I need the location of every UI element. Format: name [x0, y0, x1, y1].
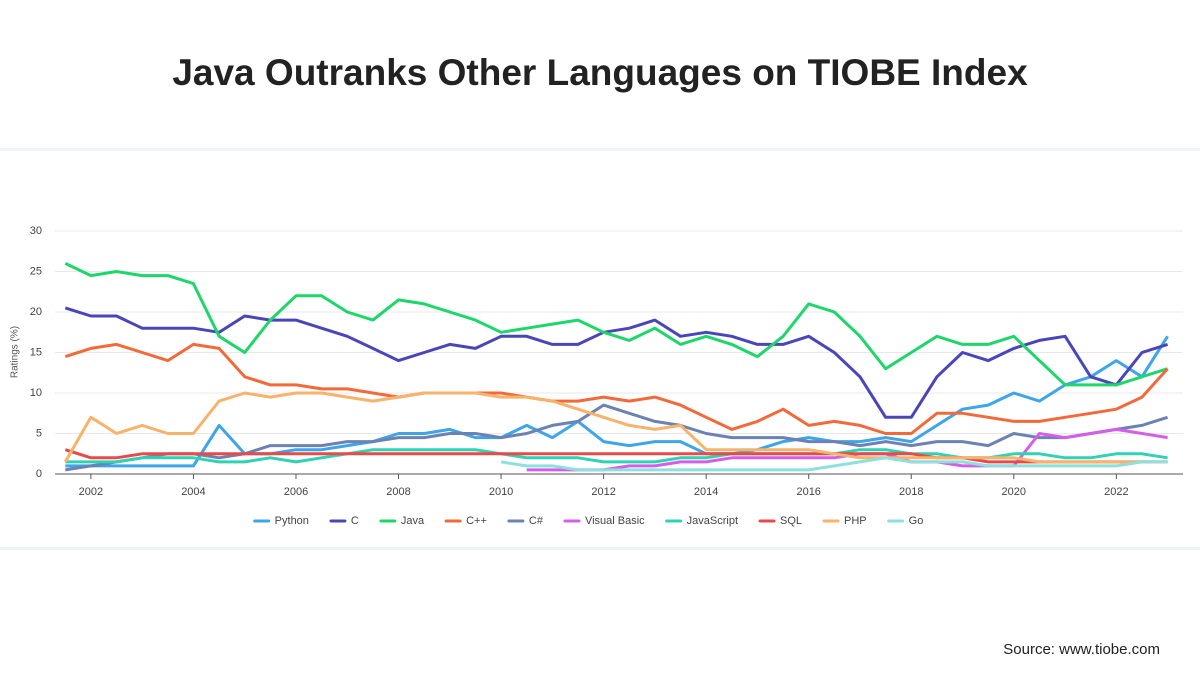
y-tick-label: 10 [30, 387, 42, 399]
legend-label: SQL [780, 515, 802, 527]
x-tick-label: 2008 [386, 486, 410, 498]
legend-label: Go [909, 515, 924, 527]
source: Source: www.tiobe.com [1003, 641, 1160, 658]
series-line [64, 342, 1169, 435]
x-tick-label: 2018 [899, 486, 923, 498]
series-line [65, 335, 1169, 468]
x-tick-label: 2002 [79, 486, 103, 498]
y-tick-label: 30 [30, 225, 42, 237]
legend-label: Java [401, 515, 425, 527]
x-tick-label: 2012 [591, 486, 615, 498]
title: Java Outranks Other Languages on TIOBE I… [172, 52, 1028, 93]
x-tick-label: 2014 [694, 486, 718, 498]
y-tick-label: 15 [30, 346, 42, 358]
series-line [64, 448, 1168, 464]
series-line [64, 262, 1169, 387]
legend-label: C [351, 515, 359, 527]
x-tick-label: 2016 [796, 486, 820, 498]
y-tick-label: 5 [36, 427, 42, 439]
legend-label: JavaScript [687, 515, 738, 527]
divider [0, 148, 1200, 151]
x-tick-label: 2006 [284, 486, 308, 498]
series-line [63, 391, 1168, 464]
x-tick-label: 2020 [1002, 486, 1026, 498]
y-tick-label: 20 [30, 306, 42, 318]
legend-label: C# [529, 515, 544, 527]
legend-label: C++ [466, 515, 487, 527]
series-line [64, 306, 1169, 419]
series-line [500, 456, 1168, 472]
legend-label: Python [275, 515, 309, 527]
divider [0, 547, 1200, 550]
y-tick-label: 0 [36, 468, 42, 480]
legend-label: Visual Basic [585, 515, 645, 527]
y-tick-label: 25 [30, 265, 42, 277]
x-tick-label: 2022 [1104, 486, 1128, 498]
x-tick-label: 2004 [181, 486, 205, 498]
y-axis-label: Ratings (%) [10, 326, 21, 378]
legend-label: PHP [844, 515, 867, 527]
x-tick-label: 2010 [489, 486, 513, 498]
